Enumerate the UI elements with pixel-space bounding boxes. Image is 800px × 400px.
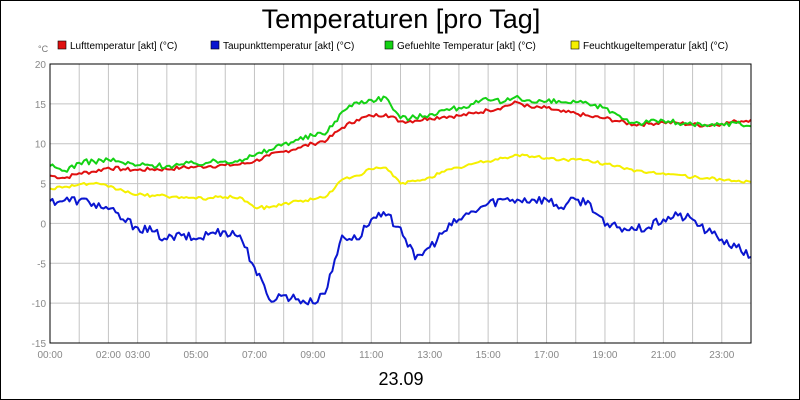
x-tick-label: 23:00 xyxy=(709,350,734,361)
chart-title: Temperaturen [pro Tag] xyxy=(262,4,541,34)
legend-swatch xyxy=(570,40,580,50)
legend-swatch xyxy=(384,40,394,50)
y-axis-ticks: -15 -10 -5 0 5 10 15 20 xyxy=(32,60,47,350)
legend-label: Lufttemperatur [akt] (°C) xyxy=(70,41,177,52)
gridlines xyxy=(49,63,752,344)
x-tick-label: 02:00 xyxy=(96,350,121,361)
x-tick-label: 13:00 xyxy=(417,350,442,361)
y-tick-label: 20 xyxy=(35,60,47,71)
legend-label: Taupunkttemperatur [akt] (°C) xyxy=(223,41,354,52)
plot-area-border xyxy=(49,63,752,344)
y-tick-label: -10 xyxy=(32,299,47,310)
y-tick-label: 5 xyxy=(40,180,46,191)
x-tick-label: 03:00 xyxy=(125,350,150,361)
x-tick-label: 11:00 xyxy=(359,350,384,361)
legend-swatch xyxy=(210,40,220,50)
y-unit-label: °C xyxy=(38,44,49,54)
y-tick-label: -15 xyxy=(32,339,47,350)
y-tick-label: 10 xyxy=(35,140,47,151)
y-tick-label: 0 xyxy=(40,219,46,230)
x-tick-label: 15:00 xyxy=(476,350,501,361)
y-tick-label: 15 xyxy=(35,100,47,111)
series-line-2 xyxy=(49,196,752,306)
x-axis-ticks: 00:00 02:00 03:00 05:00 07:00 09:00 11:00 13:00… xyxy=(37,350,734,361)
x-tick-label: 19:00 xyxy=(592,350,617,361)
x-tick-label: 05:00 xyxy=(184,350,209,361)
legend-label: Feuchtkugeltemperatur [akt] (°C) xyxy=(583,41,728,52)
x-axis-label: 23.09 xyxy=(378,369,423,389)
x-tick-label: 07:00 xyxy=(242,350,267,361)
series-lines xyxy=(49,94,752,306)
legend-swatch xyxy=(57,40,67,50)
x-tick-label: 09:00 xyxy=(300,350,325,361)
x-tick-label: 00:00 xyxy=(37,350,62,361)
series-line-3 xyxy=(49,94,752,173)
x-tick-label: 17:00 xyxy=(534,350,559,361)
legend: Lufttemperatur [akt] (°C) Taupunkttempera… xyxy=(57,40,728,52)
y-tick-label: -5 xyxy=(37,259,46,270)
series-line-1 xyxy=(49,100,752,180)
series-line-4 xyxy=(49,153,752,211)
legend-label: Gefuehlte Temperatur [akt] (°C) xyxy=(397,41,536,52)
x-tick-label: 21:00 xyxy=(651,350,676,361)
